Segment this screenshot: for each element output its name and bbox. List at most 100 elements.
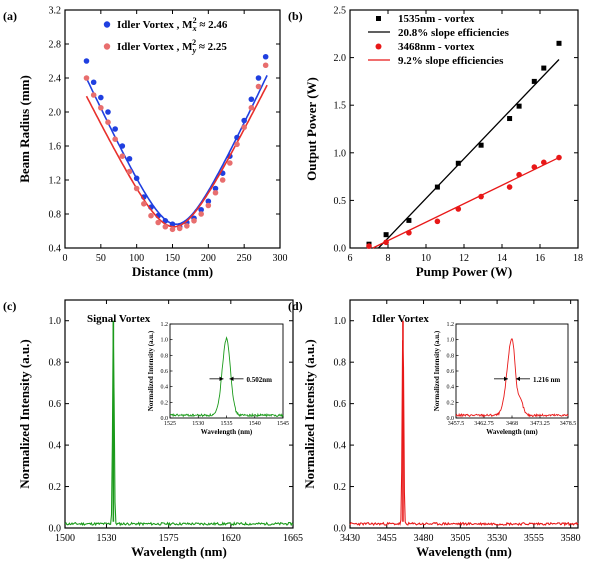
panel-title: Signal Vortex [87,313,151,325]
legend-marker [376,16,381,21]
data-point-y [112,136,118,142]
fwhm-arrowhead-left [219,376,224,382]
fwhm-annotation: 0.502nm [247,376,273,384]
data-point-x [212,185,219,192]
y-tick-label: 1.2 [49,176,62,187]
panel-label: (d) [288,299,303,313]
inset-x-axis-label: Wavelength (nm) [201,428,253,436]
fit-line [372,156,560,249]
inset-y-tick-label: 0.2 [447,400,455,406]
inset-x-tick-label: 3462.75 [474,421,494,427]
data-point-x [248,96,255,103]
y-tick-label: 1.0 [334,316,347,327]
x-tick-label: 3505 [450,533,470,544]
data-point-y [198,211,204,217]
y-tick-label: 0.0 [334,244,347,255]
data-point-y [205,202,212,209]
data-point [406,229,412,236]
y-tick-label: 0.8 [49,210,62,221]
y-tick-label: 1.0 [49,316,62,327]
y-tick-label: 1.0 [334,148,347,159]
inset-y-tick-label: 1.2 [161,322,169,328]
data-point-x [241,117,247,124]
data-point-x [105,109,111,115]
x-axis-label: Wavelength (nm) [416,544,512,559]
inset-y-tick-label: 1.2 [447,322,455,328]
x-tick-label: 14 [497,253,507,264]
data-point [507,116,513,122]
data-point-x [83,58,90,64]
y-tick-label: 2.8 [49,40,62,51]
data-point-y [212,189,219,196]
x-tick-label: 3430 [340,533,360,544]
x-tick-label: 1665 [283,533,303,544]
data-point [516,171,522,178]
data-point [556,154,562,161]
fit-line-x [85,75,268,225]
legend-entry-y: Idler Vortex , My2 ≈ 2.25 [117,38,227,55]
inset-chart: 3457.5 3462.75 3468 3473.25 3478.5 0.0 0.2 0.4 0… [433,322,576,436]
data-point-y [191,218,197,224]
data-point [406,217,412,223]
data-point [383,232,389,238]
data-point-x [198,206,204,213]
data-point-y [90,92,97,98]
inset-y-axis-label: Normalized Intensity (a.u.) [433,330,441,411]
x-tick-label: 6 [348,253,353,264]
inset-y-tick-label: 0.4 [161,385,169,391]
data-point [455,160,461,166]
data-point-x [119,143,126,149]
x-tick-label: 1530 [96,533,116,544]
inset-y-tick-label: 0.6 [447,369,455,375]
y-tick-label: 0.6 [334,399,347,410]
y-axis-label: Output Power (W) [304,77,319,181]
y-tick-label: 2.4 [49,74,62,85]
data-point-y [262,62,269,69]
panel-label: (c) [3,299,16,313]
y-tick-label: 0.6 [49,399,62,410]
data-point-x [262,53,269,60]
x-tick-label: 3555 [524,533,544,544]
panel-title: Idler Vortex [372,313,429,325]
inset-y-tick-label: 0.0 [447,416,455,422]
y-axis-label: Normalized Intensity (a.u.) [302,339,317,489]
inset-x-tick-label: 3468 [506,421,518,427]
y-tick-label: 0.5 [334,196,347,207]
y-tick-label: 1.5 [334,101,347,112]
plot-frame [64,299,294,529]
legend-entry-x: Idler Vortex , Mx2 ≈ 2.46 [117,16,228,33]
y-tick-label: 0.4 [334,441,347,452]
inset-chart: 1525 1530 1535 1540 1545 0.0 0.2 0.4 0.6 0.8 1.0 1.… [147,322,289,436]
y-tick-label: 0.0 [334,524,347,535]
x-axis-label: Distance (mm) [132,264,213,279]
inset-y-tick-label: 0.6 [161,369,169,375]
y-tick-label: 0.2 [334,482,347,493]
fwhm-arrowhead-right [229,376,234,382]
x-tick-label: 12 [459,253,469,264]
data-point [541,159,547,166]
x-tick-label: 3530 [487,533,507,544]
inset-spectrum-line [169,336,284,418]
inset-x-tick-label: 1535 [221,421,233,427]
inset-x-tick-label: 1525 [164,421,176,427]
data-point-y [241,124,247,131]
legend-marker [375,43,382,50]
y-tick-label: 0.8 [49,358,62,369]
inset-y-tick-label: 1.0 [447,338,455,344]
data-point-x [112,126,118,132]
y-tick-label: 1.6 [49,142,62,153]
x-tick-label: 150 [165,253,180,264]
legend-label: 3468nm - vortex [398,41,475,53]
data-point [516,103,522,109]
data-point-y [255,83,262,90]
data-point-y [162,223,169,230]
fwhm-arrowhead-right [516,376,520,382]
inset-x-tick-label: 1530 [192,421,204,427]
data-point-y [133,185,140,192]
inset-x-tick-label: 3478.5 [560,421,577,427]
x-tick-label: 3480 [414,533,434,544]
fit-line-y [85,84,268,228]
y-axis-label: Beam Radius (mm) [17,75,32,183]
